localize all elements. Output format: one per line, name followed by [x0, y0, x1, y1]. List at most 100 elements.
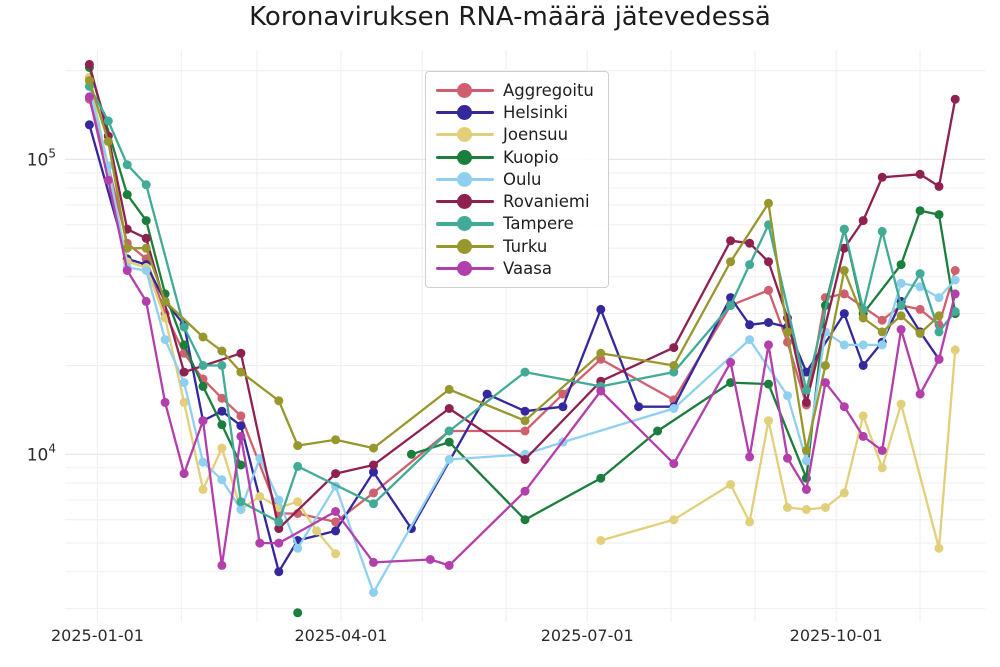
data-point	[179, 322, 189, 332]
data-point	[141, 233, 151, 243]
legend-marker-icon	[436, 194, 494, 210]
data-point	[103, 116, 113, 126]
data-point	[801, 367, 811, 377]
data-point	[858, 431, 868, 441]
data-point	[596, 348, 606, 358]
data-point	[84, 92, 94, 102]
data-point	[896, 300, 906, 310]
series-line	[88, 64, 957, 530]
data-point	[179, 340, 189, 350]
data-point	[274, 538, 284, 548]
data-point	[141, 216, 151, 226]
data-point	[896, 260, 906, 270]
data-point	[896, 278, 906, 288]
data-point	[369, 557, 378, 567]
legend-label: Turku	[503, 236, 548, 256]
data-point	[122, 243, 132, 253]
data-point	[839, 402, 849, 412]
data-point	[820, 503, 830, 512]
data-point	[726, 257, 736, 267]
data-point	[764, 198, 773, 208]
data-point	[745, 238, 755, 248]
data-point	[236, 505, 246, 514]
data-point	[84, 120, 94, 130]
x-tick-label: 2025-04-01	[295, 626, 388, 645]
data-point	[217, 420, 227, 430]
data-point	[217, 443, 227, 453]
data-point	[236, 348, 246, 358]
data-point	[198, 485, 208, 494]
legend-label: Joensuu	[503, 125, 569, 145]
data-point	[331, 549, 341, 559]
data-point	[520, 426, 530, 436]
series-line	[88, 67, 242, 466]
data-point	[274, 495, 284, 505]
data-point	[236, 421, 246, 431]
legend-item-joensuu: Joensuu	[436, 124, 594, 146]
data-point	[160, 335, 170, 345]
data-point	[801, 456, 811, 466]
data-point	[764, 416, 773, 426]
data-point	[820, 378, 830, 388]
legend-marker-icon	[436, 127, 494, 143]
data-point	[331, 435, 341, 445]
data-point	[915, 328, 925, 338]
data-point	[141, 266, 151, 275]
data-point	[858, 313, 868, 323]
legend-marker-icon	[436, 149, 494, 165]
data-point	[444, 404, 454, 413]
data-point	[198, 457, 208, 467]
legend-marker-icon	[436, 261, 494, 277]
data-point	[255, 538, 265, 548]
data-point	[369, 499, 378, 509]
data-point	[915, 389, 925, 399]
data-point	[745, 320, 755, 330]
series-line	[88, 124, 940, 573]
legend-label: Helsinki	[503, 102, 568, 122]
data-point	[915, 282, 925, 292]
data-point	[274, 567, 284, 577]
data-point	[236, 411, 246, 421]
data-point	[801, 485, 811, 494]
legend-item-tampere: Tampere	[436, 213, 594, 235]
data-point	[293, 461, 303, 471]
data-point	[745, 260, 755, 270]
data-point	[858, 340, 868, 350]
data-point	[331, 517, 341, 527]
data-point	[801, 385, 811, 395]
data-point	[764, 285, 773, 295]
data-point	[217, 361, 227, 370]
series-line	[88, 76, 337, 555]
data-point	[141, 180, 151, 190]
data-point	[950, 307, 960, 316]
data-point	[669, 367, 679, 377]
series-vaasa	[84, 92, 960, 570]
x-tick-label: 2025-10-01	[790, 626, 883, 645]
data-point	[444, 426, 454, 436]
data-point	[444, 455, 454, 464]
data-point	[934, 293, 944, 303]
data-point	[877, 315, 887, 325]
data-point	[236, 431, 246, 441]
data-point	[369, 588, 378, 597]
legend-item-rovaniemi: Rovaniemi	[436, 190, 594, 212]
legend-marker-icon	[436, 171, 494, 187]
data-point	[877, 340, 887, 350]
data-point	[858, 411, 868, 421]
legend-label: Tampere	[503, 214, 574, 234]
data-point	[783, 503, 792, 512]
data-point	[950, 345, 960, 355]
data-point	[915, 206, 925, 216]
data-point	[198, 416, 208, 426]
data-point	[520, 455, 530, 464]
data-point	[198, 361, 208, 370]
legend-item-kuopio: Kuopio	[436, 146, 594, 168]
x-tick-label: 2025-01-01	[51, 626, 144, 645]
series-line	[600, 349, 957, 550]
data-point	[274, 517, 284, 527]
data-point	[950, 289, 960, 299]
data-point	[160, 397, 170, 407]
data-point	[950, 94, 960, 104]
data-point	[369, 467, 378, 477]
